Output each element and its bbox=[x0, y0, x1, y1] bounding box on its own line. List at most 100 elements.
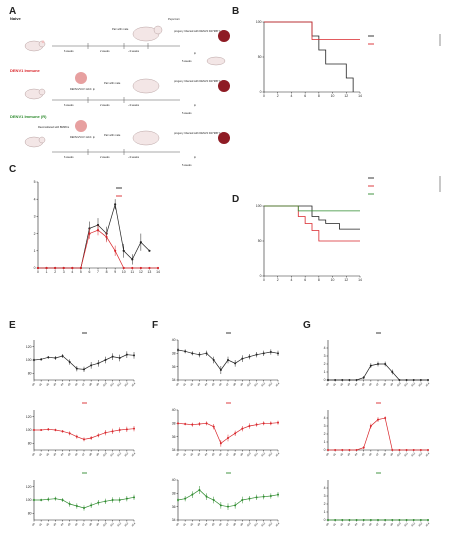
data-point bbox=[122, 249, 125, 252]
data-point bbox=[377, 519, 379, 521]
x-tick-label: 10 bbox=[331, 94, 335, 98]
x-tick-label: 4 bbox=[290, 278, 292, 282]
progeny-label: progeny Infected with DENV2 D2Y98P 1x10⁷ bbox=[174, 131, 226, 135]
x-tick-label: d5 bbox=[67, 451, 72, 456]
panel-letter-c: C bbox=[9, 164, 17, 175]
x-tick-label: d1 bbox=[332, 381, 337, 386]
data-point bbox=[40, 429, 43, 431]
data-point bbox=[362, 519, 365, 521]
y-tick-label: 40 bbox=[172, 408, 176, 412]
y-tick-label: 40 bbox=[172, 338, 176, 342]
x-tick-label: d14 bbox=[424, 381, 430, 387]
data-point bbox=[334, 449, 337, 451]
data-point bbox=[191, 493, 194, 496]
virus-icon bbox=[75, 72, 87, 84]
data-point bbox=[97, 434, 100, 437]
x-tick-label: d14 bbox=[274, 451, 280, 457]
step-5-weeks: 5 weeks bbox=[182, 163, 192, 167]
y-tick-label: 38 bbox=[172, 422, 176, 426]
data-point bbox=[133, 354, 135, 357]
data-point bbox=[47, 498, 50, 501]
data-point bbox=[90, 364, 93, 367]
x-tick-label: d14 bbox=[130, 381, 136, 387]
x-tick-label: 8 bbox=[318, 94, 320, 98]
data-point bbox=[177, 499, 179, 501]
x-tick-label: d6 bbox=[368, 381, 373, 386]
data-point bbox=[83, 368, 85, 371]
y-tick-label: 3 bbox=[324, 354, 326, 358]
data-point bbox=[212, 359, 215, 361]
panel-letter-d: D bbox=[232, 194, 240, 205]
data-point bbox=[255, 353, 258, 356]
survival-series-line bbox=[264, 21, 354, 92]
data-point bbox=[114, 203, 117, 206]
x-tick-label: d6 bbox=[368, 521, 373, 526]
step-6-weeks: 6 weeks bbox=[64, 155, 74, 159]
data-point bbox=[369, 519, 372, 521]
x-tick-label: 3 bbox=[63, 270, 65, 274]
x-tick-label: 0 bbox=[37, 270, 39, 274]
data-point bbox=[419, 519, 422, 521]
data-point bbox=[177, 349, 179, 351]
y-tick-label: 120 bbox=[26, 485, 32, 489]
x-tick-label: d0 bbox=[31, 381, 36, 386]
x-tick-label: 14 bbox=[156, 270, 160, 274]
x-tick-label: d3 bbox=[52, 381, 57, 386]
data-point bbox=[362, 376, 365, 379]
y-tick-label: 50 bbox=[258, 55, 262, 59]
x-tick-label: d4 bbox=[353, 521, 358, 526]
y-tick-label: 120 bbox=[26, 345, 32, 349]
data-point bbox=[118, 429, 121, 431]
panel-letter-b: B bbox=[232, 6, 240, 17]
y-tick-label: 38 bbox=[172, 492, 176, 496]
data-point bbox=[133, 496, 135, 499]
x-tick-label: d9 bbox=[389, 451, 394, 456]
panel-d-survival-chart: 0 50 100 0 2 4 6 8 10 12 14 bbox=[256, 176, 441, 282]
y-tick-label: 36 bbox=[172, 435, 176, 439]
x-tick-label: d9 bbox=[95, 451, 100, 456]
clinical-score-line bbox=[38, 229, 158, 269]
x-tick-label: d11 bbox=[253, 381, 259, 387]
data-point bbox=[104, 500, 107, 503]
data-point bbox=[104, 359, 107, 361]
data-point bbox=[427, 379, 429, 381]
x-tick-label: 1 bbox=[46, 270, 48, 274]
x-tick-label: 14 bbox=[358, 278, 362, 282]
data-point bbox=[131, 266, 134, 270]
panel-letter-f: F bbox=[152, 320, 159, 331]
x-tick-label: d12 bbox=[410, 451, 416, 457]
data-point bbox=[384, 417, 387, 419]
x-tick-label: d0 bbox=[175, 451, 180, 456]
y-tick-label: 3 bbox=[324, 424, 326, 428]
data-point bbox=[269, 495, 272, 497]
x-tick-label: 2 bbox=[277, 94, 279, 98]
x-tick-label: d4 bbox=[59, 451, 64, 456]
y-tick-label: 0 bbox=[34, 266, 36, 270]
x-tick-label: d5 bbox=[211, 451, 216, 456]
data-point bbox=[54, 429, 57, 431]
data-point bbox=[348, 449, 351, 451]
data-point bbox=[54, 266, 57, 270]
data-point bbox=[125, 353, 128, 356]
y-tick-label: 4 bbox=[324, 416, 326, 420]
x-tick-label: 2 bbox=[277, 278, 279, 282]
y-tick-label: 40 bbox=[172, 478, 176, 482]
y-tick-label: 0 bbox=[260, 90, 262, 94]
panel-b-survival-chart: 0 50 100 0 2 4 6 8 10 12 14 bbox=[256, 20, 441, 98]
data-point bbox=[398, 449, 401, 451]
x-tick-label: 7 bbox=[97, 270, 99, 274]
data-point bbox=[47, 356, 50, 359]
virus-icon bbox=[218, 30, 230, 42]
data-point bbox=[369, 364, 372, 367]
survival-series-line bbox=[264, 21, 360, 40]
x-tick-label: d13 bbox=[123, 451, 129, 457]
x-tick-label: d3 bbox=[346, 451, 351, 456]
data-point bbox=[205, 422, 208, 425]
x-tick-label: d9 bbox=[239, 381, 244, 386]
data-point bbox=[90, 504, 93, 507]
mouse-icon bbox=[132, 78, 160, 94]
x-tick-label: d7 bbox=[375, 451, 380, 456]
data-point bbox=[83, 438, 85, 441]
data-point bbox=[227, 505, 229, 508]
